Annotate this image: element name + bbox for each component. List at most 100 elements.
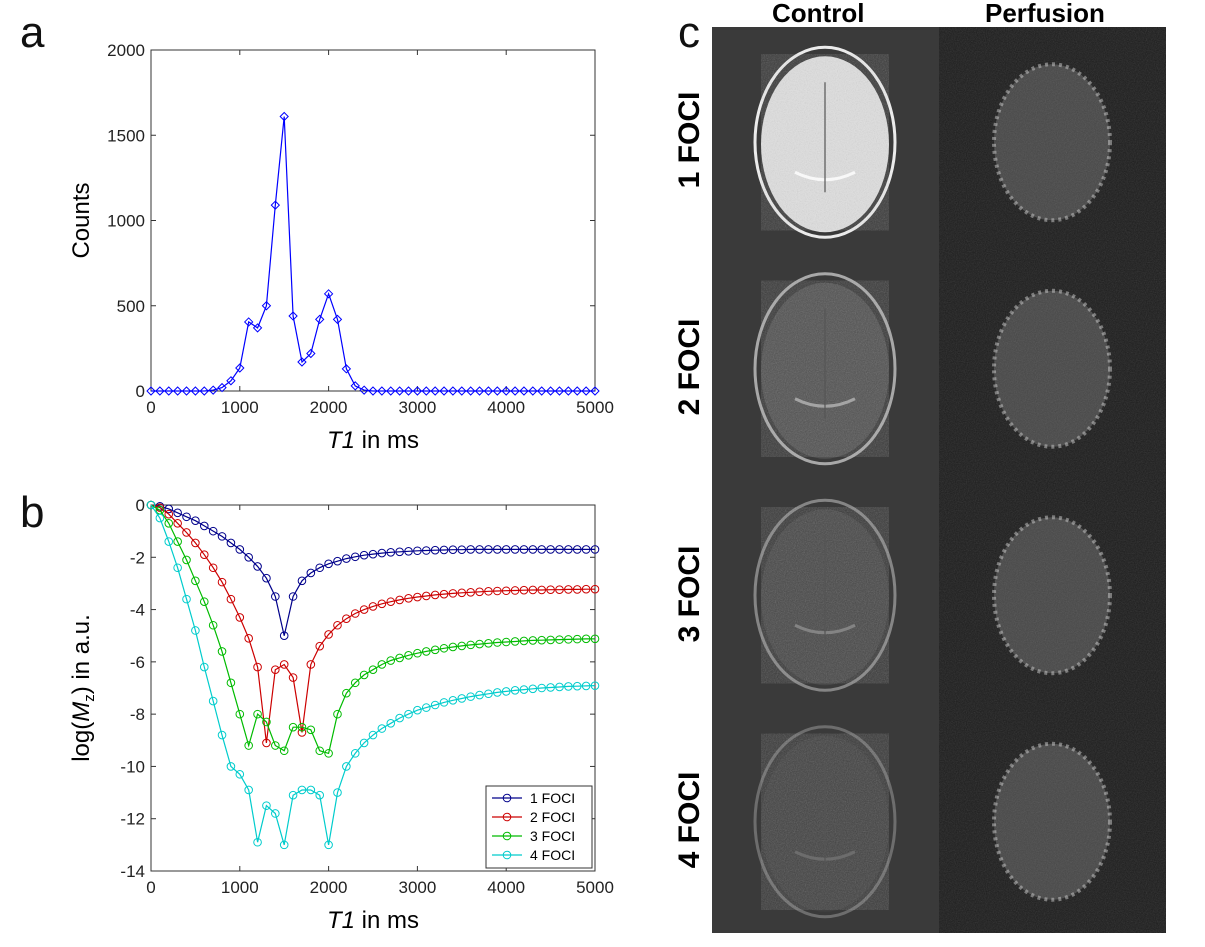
plot-frame xyxy=(150,49,596,392)
data-point xyxy=(439,386,449,396)
x-tick-label: 4000 xyxy=(487,878,525,897)
data-point xyxy=(448,386,458,396)
data-point xyxy=(448,589,458,598)
data-point xyxy=(537,635,547,645)
data-point xyxy=(510,586,520,595)
data-point xyxy=(253,662,262,672)
control-skull xyxy=(753,272,897,466)
data-point xyxy=(484,586,493,596)
data-point xyxy=(590,584,600,594)
data-point xyxy=(341,364,352,374)
data-point xyxy=(342,554,351,563)
data-point xyxy=(395,653,404,663)
data-point xyxy=(208,563,218,573)
legend-marker xyxy=(502,812,512,822)
data-point xyxy=(395,595,404,605)
data-point xyxy=(386,548,396,557)
data-point xyxy=(288,722,298,732)
data-point xyxy=(493,638,502,647)
data-point xyxy=(226,376,236,386)
data-point xyxy=(572,545,582,554)
data-point xyxy=(350,749,360,758)
data-point xyxy=(279,111,289,122)
data-point xyxy=(235,613,245,622)
data-point xyxy=(572,585,582,594)
data-point xyxy=(324,630,333,639)
series-line-1 xyxy=(151,116,595,392)
data-point xyxy=(421,386,431,396)
data-point xyxy=(359,738,369,748)
data-point xyxy=(555,635,564,644)
data-point xyxy=(315,746,325,756)
y-axis-label: Counts xyxy=(68,182,95,258)
data-point xyxy=(182,555,191,565)
x-tick-label: 1000 xyxy=(221,398,259,417)
data-point xyxy=(146,386,156,396)
data-point xyxy=(199,386,209,396)
data-point xyxy=(377,660,387,669)
data-point xyxy=(421,591,431,601)
legend-marker xyxy=(502,793,512,803)
data-point xyxy=(279,660,289,669)
data-point xyxy=(537,545,547,554)
data-point xyxy=(315,314,325,325)
data-point xyxy=(448,642,458,652)
data-point xyxy=(368,386,378,396)
data-point xyxy=(208,620,218,630)
data-point xyxy=(430,545,440,555)
data-point xyxy=(421,647,431,656)
data-point xyxy=(173,537,182,546)
data-point xyxy=(279,840,289,850)
data-point xyxy=(271,809,280,818)
y-tick-label: 1500 xyxy=(107,126,145,145)
data-point xyxy=(590,386,600,396)
data-point xyxy=(510,637,520,646)
data-point xyxy=(252,323,263,333)
legend-label: 3 FOCI xyxy=(530,828,575,844)
y-tick-label: -6 xyxy=(130,653,145,672)
data-point xyxy=(333,709,342,719)
data-point xyxy=(457,545,467,555)
data-point xyxy=(404,709,413,719)
data-point xyxy=(555,682,564,692)
data-point xyxy=(208,696,218,706)
data-point xyxy=(501,586,511,596)
data-point xyxy=(368,602,378,611)
data-point xyxy=(350,678,360,688)
data-point xyxy=(368,730,378,740)
data-point xyxy=(439,545,449,555)
y-axis-label: log(Mz) in a.u. xyxy=(68,614,98,762)
data-point xyxy=(572,386,582,396)
data-point xyxy=(590,634,600,644)
data-point xyxy=(297,785,307,795)
data-point xyxy=(377,599,387,609)
data-point xyxy=(564,585,573,594)
data-point xyxy=(306,785,316,795)
data-point xyxy=(581,681,591,691)
panel-label-c: c xyxy=(678,8,700,57)
data-point xyxy=(235,363,245,373)
data-point xyxy=(306,725,316,735)
data-point xyxy=(439,589,449,599)
data-point xyxy=(199,550,209,559)
row-label-3-foci: 3 FOCI xyxy=(673,545,706,643)
data-point xyxy=(439,643,449,653)
data-point xyxy=(279,631,289,641)
data-point xyxy=(474,386,485,396)
data-point xyxy=(501,687,511,696)
data-point xyxy=(235,769,245,779)
data-point xyxy=(164,504,174,514)
data-point xyxy=(199,597,209,607)
data-point xyxy=(493,586,502,596)
data-point xyxy=(572,681,582,691)
data-point xyxy=(466,640,475,650)
y-tick-label: 1000 xyxy=(107,212,145,231)
data-point xyxy=(465,386,476,396)
data-point xyxy=(315,641,325,651)
data-point xyxy=(253,837,262,847)
data-point xyxy=(475,587,484,597)
data-point xyxy=(413,705,422,715)
data-point xyxy=(182,594,191,604)
data-point xyxy=(475,690,484,700)
x-axis-label: T1 in ms xyxy=(327,427,419,454)
